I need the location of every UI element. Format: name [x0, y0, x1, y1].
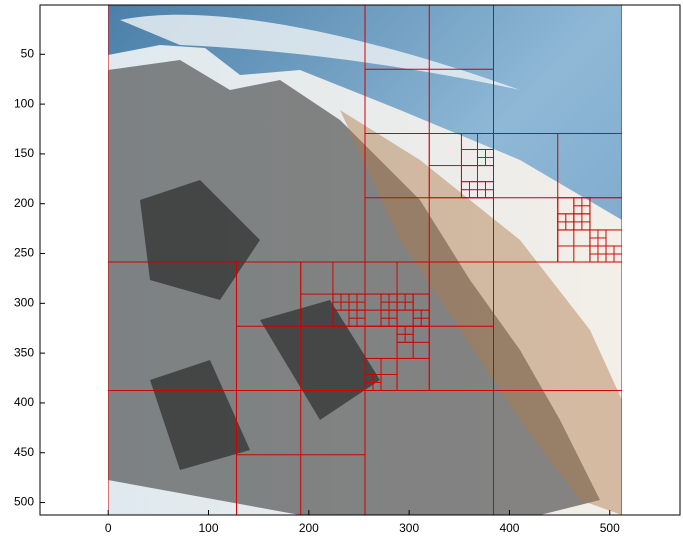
y-tick-label: 50	[21, 46, 35, 60]
y-tick-label: 400	[14, 395, 34, 409]
image	[108, 5, 622, 515]
x-tick-label: 400	[499, 521, 519, 535]
y-tick-label: 100	[14, 96, 34, 110]
y-tick-label: 500	[14, 495, 34, 509]
x-tick-label: 200	[299, 521, 319, 535]
y-tick-label: 350	[14, 345, 34, 359]
y-tick-label: 300	[14, 296, 34, 310]
y-tick-label: 200	[14, 196, 34, 210]
axes-box	[39, 4, 681, 516]
x-tick-label: 500	[600, 521, 620, 535]
y-tick-label: 150	[14, 146, 34, 160]
x-tick-label: 300	[399, 521, 419, 535]
y-tick-label: 250	[14, 246, 34, 260]
y-tick-label: 450	[14, 445, 34, 459]
quadtree-overlay	[108, 5, 622, 515]
x-tick-label: 0	[105, 521, 112, 535]
x-tick-label: 100	[199, 521, 219, 535]
